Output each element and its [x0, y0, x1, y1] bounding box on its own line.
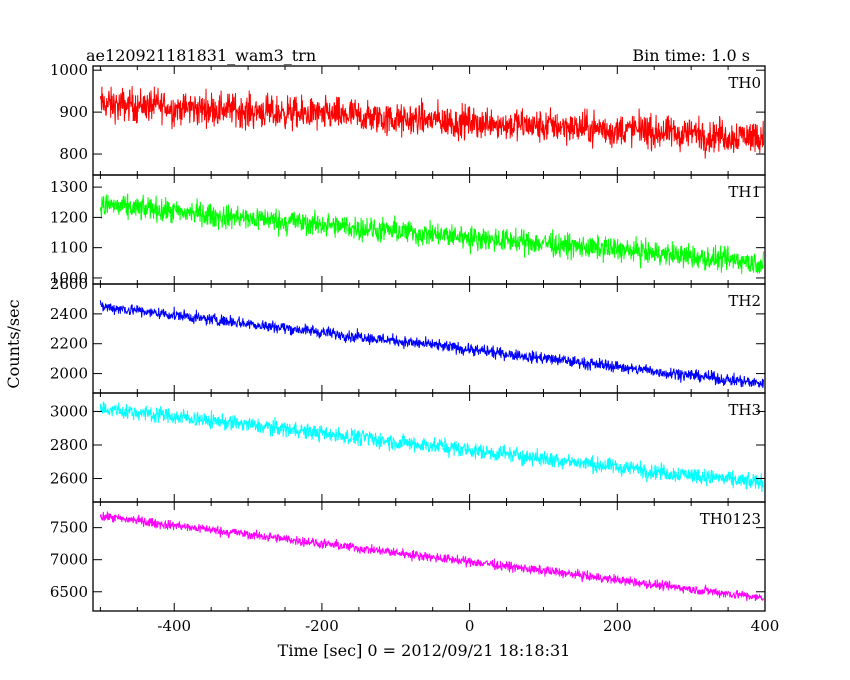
y-tick-label: 2200 — [50, 335, 88, 353]
panel-frame — [92, 283, 766, 394]
y-axis-label: Counts/sec — [4, 299, 23, 388]
series-line-th3 — [99, 401, 764, 493]
y-tick-label: 2600 — [50, 470, 88, 488]
y-tick-label: 1000 — [50, 269, 88, 287]
panel-th2: 2000 2200 2400 2600 TH2 — [50, 275, 766, 394]
chart-title: ae120921181831_wam3_trn — [86, 46, 316, 65]
x-tick-label: -200 — [305, 617, 339, 635]
x-tick-label: 0 — [465, 617, 475, 635]
panel-th0: 800 900 1000 TH0 — [50, 61, 766, 176]
y-tick-label: 1200 — [50, 208, 88, 226]
x-tick-label: 400 — [751, 617, 780, 635]
panel-label-th3: TH3 — [728, 401, 761, 419]
y-tick-label: 1100 — [50, 239, 88, 257]
panel-th0123: 6500 7000 7500 TH0123 — [50, 501, 766, 612]
bin-time-label: Bin time: 1.0 s — [632, 46, 750, 65]
y-tick-label: 800 — [59, 145, 88, 163]
x-tick-label: 200 — [603, 617, 632, 635]
y-tick-label: 6500 — [50, 583, 88, 601]
panel-frame — [92, 174, 766, 285]
panel-label-th0: TH0 — [728, 74, 761, 92]
panel-th3: 2600 2800 3000 TH3 — [50, 392, 766, 503]
y-tick-label: 2600 — [50, 275, 88, 293]
y-tick-label: 2400 — [50, 305, 88, 323]
panel-frame — [92, 501, 766, 612]
y-tick-label: 1300 — [50, 178, 88, 196]
panel-label-th2: TH2 — [728, 292, 761, 310]
panel-label-th0123: TH0123 — [700, 510, 761, 528]
y-tick-label: 2800 — [50, 436, 88, 454]
y-tick-label: 900 — [59, 103, 88, 121]
panel-frame — [92, 392, 766, 503]
series-line-th0123 — [99, 511, 764, 602]
series-line-th1 — [99, 193, 764, 275]
panel-label-th1: TH1 — [728, 183, 761, 201]
series-line-th0 — [99, 86, 764, 159]
y-tick-label: 1000 — [50, 61, 88, 79]
y-tick-label: 7500 — [50, 519, 88, 537]
y-tick-label: 7000 — [50, 551, 88, 569]
x-axis-label: Time [sec] 0 = 2012/09/21 18:18:31 — [278, 641, 571, 660]
series-line-th2 — [99, 300, 764, 389]
y-tick-label: 3000 — [50, 402, 88, 420]
x-tick-label: -400 — [157, 617, 191, 635]
y-tick-label: 2000 — [50, 365, 88, 383]
panel-th1: 1000 1100 1200 1300 TH1 — [50, 174, 766, 287]
